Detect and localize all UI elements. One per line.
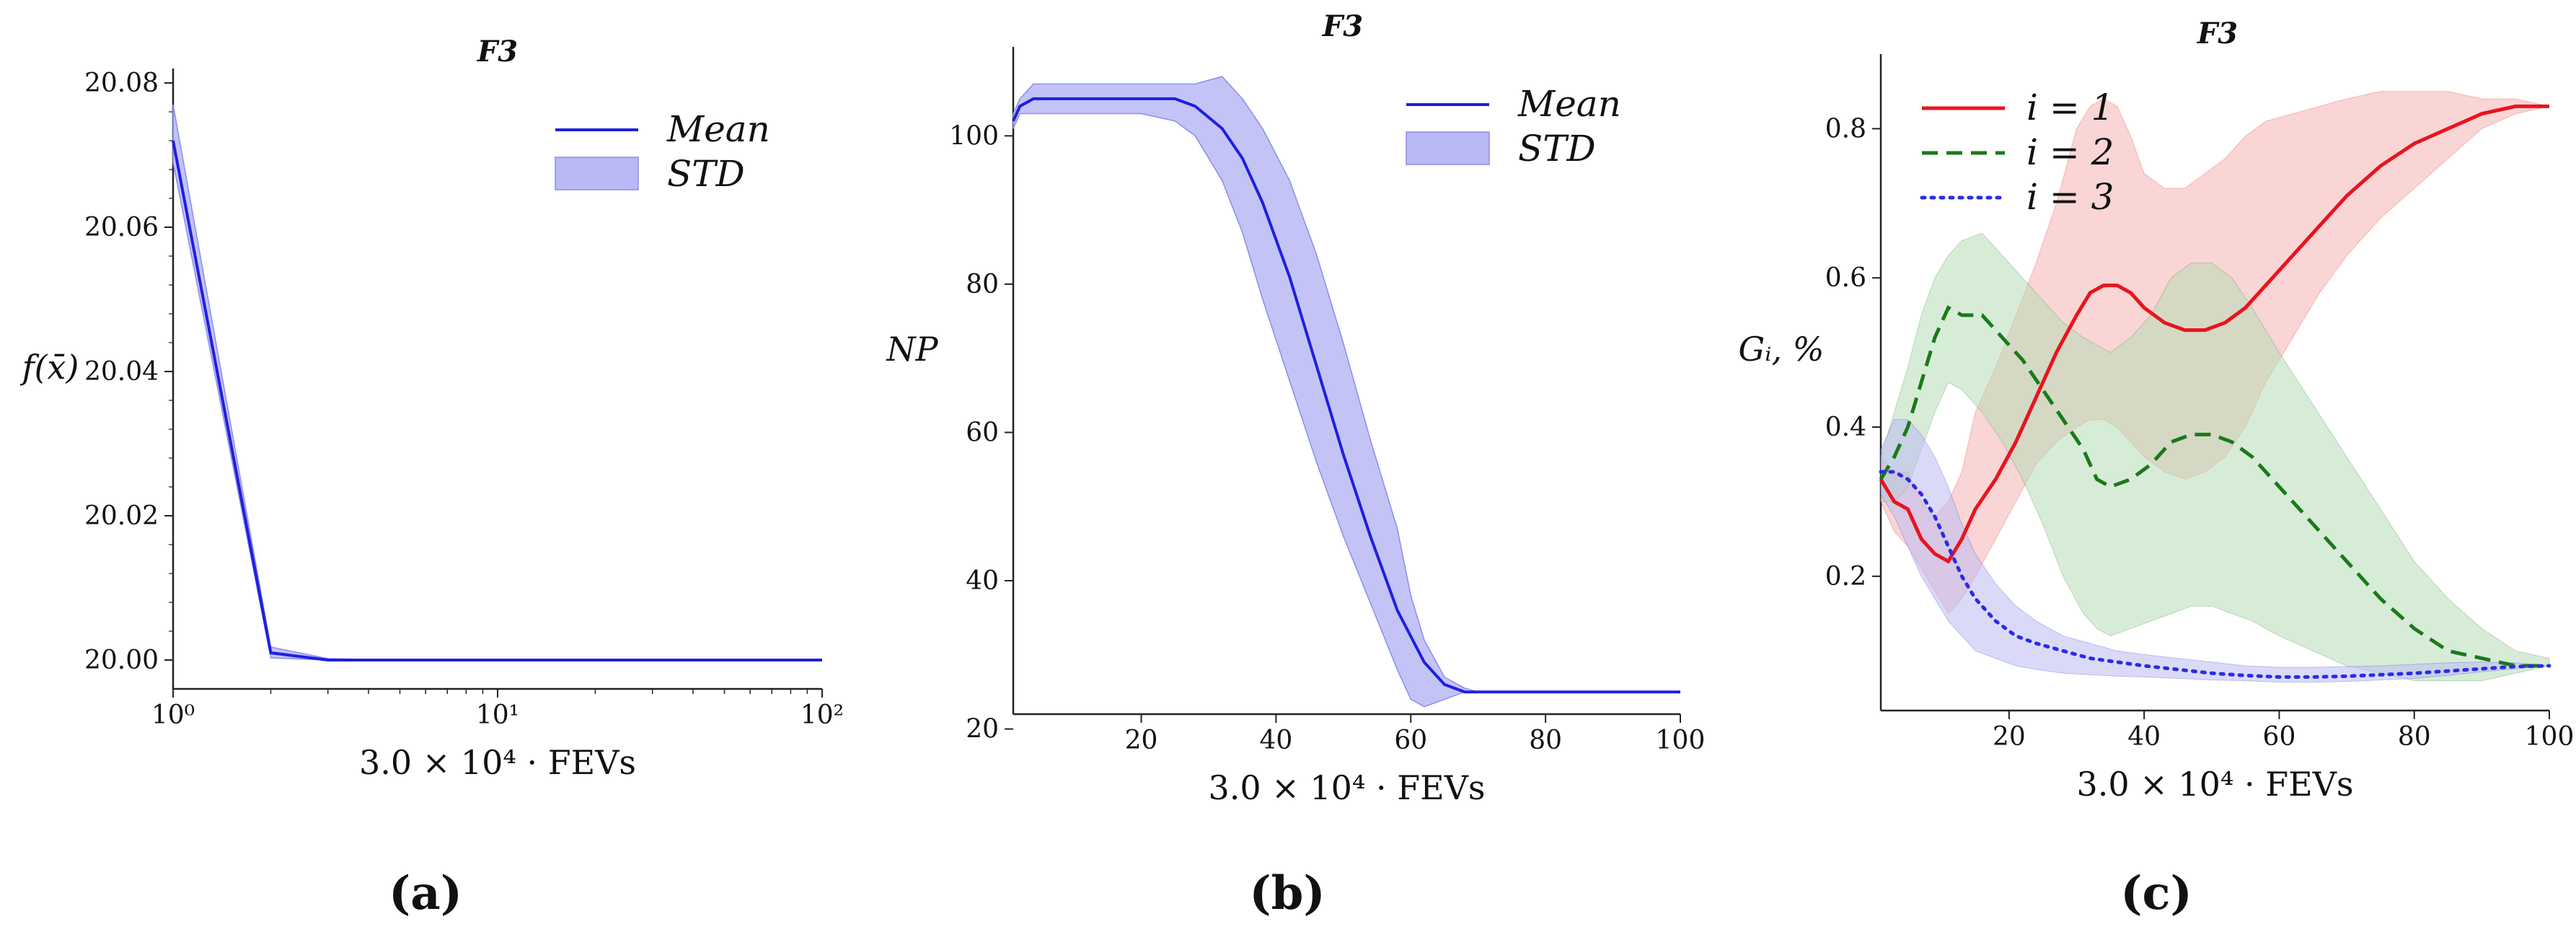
panel-a: 10⁰ 10¹ 10² 20.00 20.02 20.04 20.06 20.08 F3 3.0 …: [20, 35, 844, 920]
x-tick-label: 60: [1394, 726, 1427, 755]
x-tick-label: 80: [1529, 726, 1562, 755]
y-tick-label: 0.8: [1825, 114, 1866, 144]
x-tick-label: 10²: [800, 700, 844, 730]
y-tick-label: 0.4: [1825, 413, 1866, 442]
legend-mean-label: Mean: [666, 108, 770, 150]
x-tick-label: 10⁰: [151, 700, 195, 730]
line-i2: [1879, 305, 2549, 668]
legend-label-i1: i = 1: [2026, 87, 2114, 128]
legend-label-i3: i = 3: [2026, 176, 2114, 218]
x-tick-label: 60: [2263, 722, 2296, 752]
y-tick-label: 20.08: [84, 69, 159, 98]
x-tick-label: 80: [2398, 722, 2431, 752]
x-tick-label: 100: [2525, 722, 2575, 752]
x-tick-label: 20: [1125, 726, 1158, 755]
x-tick-label: 100: [1656, 726, 1706, 755]
panel-label: (b): [1249, 866, 1325, 920]
std-band: [1013, 76, 1680, 708]
y-axis-label: f(x̄): [20, 348, 79, 387]
y-tick-label: 20.00: [84, 646, 159, 675]
y-tick-label: 20.06: [84, 213, 159, 242]
mean-line: [1012, 97, 1680, 694]
y-tick-label: 80: [966, 270, 999, 299]
x-axis-label: 3.0 × 10⁴ · FEVs: [2076, 765, 2353, 804]
y-tick-label: 20.04: [84, 357, 159, 387]
x-tick-label: 40: [1259, 726, 1292, 755]
line-i3: [1879, 470, 2551, 679]
legend-std-label: STD: [667, 153, 745, 195]
y-tick-label: 20.02: [84, 501, 159, 531]
y-tick-label: 40: [966, 566, 999, 596]
legend-std-swatch: [1406, 131, 1490, 165]
y-axis-label: Gᵢ, %: [1739, 330, 1825, 369]
panel-b: 20 40 60 80 100 20 40 60 80 100 F3 3.0 × 10⁴ · FEVs…: [886, 9, 1705, 920]
y-axis-label: NP: [886, 330, 938, 369]
panel-c: 20 40 60 80 100 0.2 0.4 0.6 0.8 F3 3.0 × 10⁴ · FEV…: [1739, 17, 2575, 920]
x-tick-label: 10¹: [476, 700, 519, 730]
chart-title: F3: [1322, 9, 1363, 43]
x-axis-label: 3.0 × 10⁴ · FEVs: [359, 743, 636, 782]
mean-line: [172, 140, 822, 661]
legend-std-label: STD: [1518, 128, 1596, 170]
y-tick-label: 20: [966, 715, 999, 744]
legend-std-swatch: [555, 157, 639, 190]
x-tick-label: 40: [2127, 722, 2161, 752]
y-tick-label: 60: [966, 418, 999, 447]
chart-title: F3: [2197, 17, 2238, 50]
y-tick-label: 0.6: [1825, 263, 1866, 293]
legend: i = 1i = 2i = 3: [1920, 87, 2114, 218]
panel-label: (c): [2120, 866, 2192, 920]
panel-label: (a): [389, 866, 462, 920]
chart-title: F3: [477, 35, 518, 69]
x-tick-label: 20: [1993, 722, 2026, 752]
legend-label-i2: i = 2: [2026, 131, 2114, 173]
y-tick-label: 100: [949, 121, 999, 151]
x-axis-label: 3.0 × 10⁴ · FEVs: [1208, 768, 1485, 807]
y-tick-label: 0.2: [1825, 562, 1866, 592]
legend-mean-label: Mean: [1517, 83, 1621, 125]
